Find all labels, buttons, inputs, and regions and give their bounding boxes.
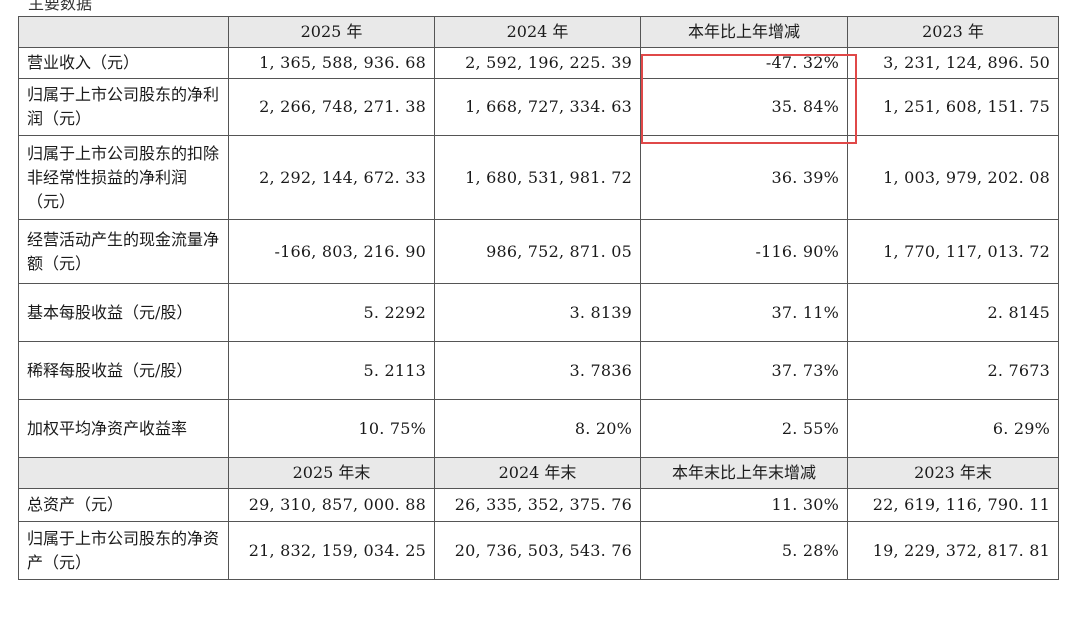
value-2025: 2, 266, 748, 271. 38 bbox=[228, 78, 435, 136]
value-2023: 1, 770, 117, 013. 72 bbox=[847, 219, 1059, 284]
row-label: 营业收入（元） bbox=[18, 47, 229, 79]
financial-data-table: 2025 年 2024 年 本年比上年增减 2023 年 营业收入（元） 1, … bbox=[18, 16, 1059, 580]
value-2023: 19, 229, 372, 817. 81 bbox=[847, 521, 1059, 580]
value-2024: 3. 7836 bbox=[434, 341, 641, 400]
value-2024: 3. 8139 bbox=[434, 283, 641, 342]
value-2023: 1, 251, 608, 151. 75 bbox=[847, 78, 1059, 136]
value-change: -116. 90% bbox=[640, 219, 848, 284]
header-cell-blank bbox=[18, 457, 229, 489]
value-2023: 3, 231, 124, 896. 50 bbox=[847, 47, 1059, 79]
value-2023: 2. 7673 bbox=[847, 341, 1059, 400]
value-2024: 8. 20% bbox=[434, 399, 641, 458]
table-header-row: 2025 年 2024 年 本年比上年增减 2023 年 bbox=[18, 16, 1059, 48]
table-row: 总资产（元） 29, 310, 857, 000. 88 26, 335, 35… bbox=[18, 488, 1059, 522]
header-cell-2023-end: 2023 年末 bbox=[847, 457, 1059, 489]
header-cell-2023: 2023 年 bbox=[847, 16, 1059, 48]
row-label: 归属于上市公司股东的净利润（元） bbox=[18, 78, 229, 136]
table-row: 归属于上市公司股东的扣除非经常性损益的净利润（元） 2, 292, 144, 6… bbox=[18, 135, 1059, 220]
value-2024: 20, 736, 503, 543. 76 bbox=[434, 521, 641, 580]
value-2024: 986, 752, 871. 05 bbox=[434, 219, 641, 284]
value-change: 2. 55% bbox=[640, 399, 848, 458]
value-2025: 5. 2292 bbox=[228, 283, 435, 342]
header-cell-2024: 2024 年 bbox=[434, 16, 641, 48]
value-2025: 29, 310, 857, 000. 88 bbox=[228, 488, 435, 522]
row-label: 归属于上市公司股东的净资产（元） bbox=[18, 521, 229, 580]
value-2024: 26, 335, 352, 375. 76 bbox=[434, 488, 641, 522]
value-change: -47. 32% bbox=[640, 47, 848, 79]
value-2024: 2, 592, 196, 225. 39 bbox=[434, 47, 641, 79]
value-2025: -166, 803, 216. 90 bbox=[228, 219, 435, 284]
table-row: 营业收入（元） 1, 365, 588, 936. 68 2, 592, 196… bbox=[18, 47, 1059, 79]
table-row: 归属于上市公司股东的净资产（元） 21, 832, 159, 034. 25 2… bbox=[18, 521, 1059, 580]
table-subheader-row: 2025 年末 2024 年末 本年末比上年末增减 2023 年末 bbox=[18, 457, 1059, 489]
table-row: 归属于上市公司股东的净利润（元） 2, 266, 748, 271. 38 1,… bbox=[18, 78, 1059, 136]
header-cell-2025: 2025 年 bbox=[228, 16, 435, 48]
row-label: 归属于上市公司股东的扣除非经常性损益的净利润（元） bbox=[18, 135, 229, 220]
table-row: 经营活动产生的现金流量净额（元） -166, 803, 216. 90 986,… bbox=[18, 219, 1059, 284]
header-cell-2024-end: 2024 年末 bbox=[434, 457, 641, 489]
header-cell-change-end: 本年末比上年末增减 bbox=[640, 457, 848, 489]
header-cell-change: 本年比上年增减 bbox=[640, 16, 848, 48]
table-row: 稀释每股收益（元/股） 5. 2113 3. 7836 37. 73% 2. 7… bbox=[18, 341, 1059, 400]
value-2025: 5. 2113 bbox=[228, 341, 435, 400]
table-row: 加权平均净资产收益率 10. 75% 8. 20% 2. 55% 6. 29% bbox=[18, 399, 1059, 458]
value-change: 36. 39% bbox=[640, 135, 848, 220]
clipped-heading-fragment: 主要数据 bbox=[28, 0, 93, 13]
value-change: 37. 11% bbox=[640, 283, 848, 342]
value-2024: 1, 668, 727, 334. 63 bbox=[434, 78, 641, 136]
value-2023: 6. 29% bbox=[847, 399, 1059, 458]
row-label: 经营活动产生的现金流量净额（元） bbox=[18, 219, 229, 284]
value-2023: 2. 8145 bbox=[847, 283, 1059, 342]
row-label: 总资产（元） bbox=[18, 488, 229, 522]
value-2024: 1, 680, 531, 981. 72 bbox=[434, 135, 641, 220]
value-change: 5. 28% bbox=[640, 521, 848, 580]
row-label: 稀释每股收益（元/股） bbox=[18, 341, 229, 400]
value-2025: 10. 75% bbox=[228, 399, 435, 458]
value-2023: 1, 003, 979, 202. 08 bbox=[847, 135, 1059, 220]
value-change: 35. 84% bbox=[640, 78, 848, 136]
row-label: 加权平均净资产收益率 bbox=[18, 399, 229, 458]
value-2025: 2, 292, 144, 672. 33 bbox=[228, 135, 435, 220]
header-cell-blank bbox=[18, 16, 229, 48]
value-change: 11. 30% bbox=[640, 488, 848, 522]
value-change: 37. 73% bbox=[640, 341, 848, 400]
table-row: 基本每股收益（元/股） 5. 2292 3. 8139 37. 11% 2. 8… bbox=[18, 283, 1059, 342]
value-2025: 21, 832, 159, 034. 25 bbox=[228, 521, 435, 580]
header-cell-2025-end: 2025 年末 bbox=[228, 457, 435, 489]
value-2025: 1, 365, 588, 936. 68 bbox=[228, 47, 435, 79]
value-2023: 22, 619, 116, 790. 11 bbox=[847, 488, 1059, 522]
row-label: 基本每股收益（元/股） bbox=[18, 283, 229, 342]
